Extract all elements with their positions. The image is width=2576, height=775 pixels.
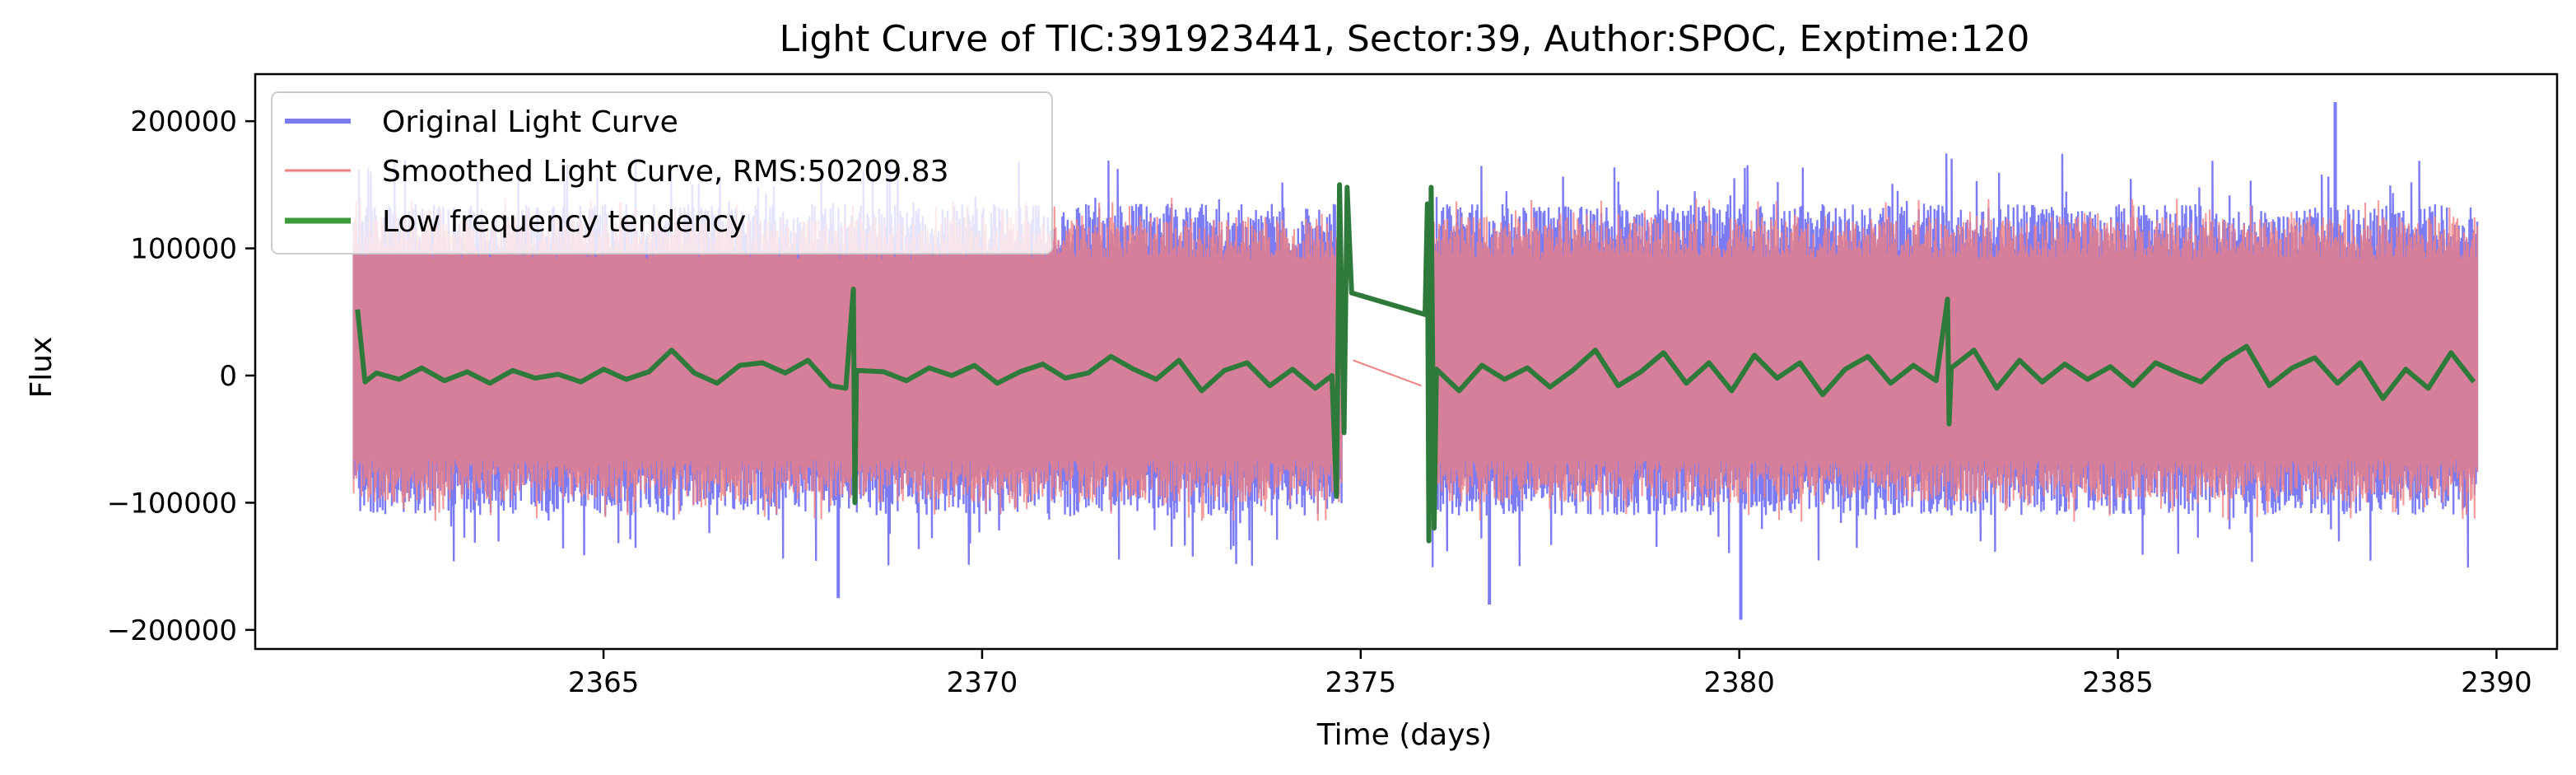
legend-box xyxy=(271,91,1053,254)
lowfreq-series-layer xyxy=(355,182,2476,544)
y-tick-label: −100000 xyxy=(107,487,237,520)
lowfreq-line xyxy=(355,182,2476,544)
y-tick-label: 0 xyxy=(219,360,237,393)
x-tick-label: 2370 xyxy=(947,666,1018,699)
y-tick-label: −200000 xyxy=(107,614,237,647)
x-tick-label: 2365 xyxy=(568,666,640,699)
plot-frame xyxy=(254,72,2559,651)
x-axis: 2365 2370 2375 2380 2385 2390 xyxy=(568,649,2532,699)
x-tick-label: 2385 xyxy=(2082,666,2154,699)
smoothed-gap-connector xyxy=(1353,359,1422,387)
y-axis-label: Flux xyxy=(25,337,58,399)
chart-title: Light Curve of TIC:391923441, Sector:39,… xyxy=(780,18,2030,60)
plot-area xyxy=(352,101,2479,620)
y-axis: −200000 −100000 0 100000 200000 xyxy=(107,105,255,647)
legend-label-smoothed: Smoothed Light Curve, RMS:50209.83 xyxy=(382,155,949,189)
x-tick-label: 2390 xyxy=(2461,666,2532,699)
x-axis-label: Time (days) xyxy=(1316,718,1493,752)
y-tick-label: 200000 xyxy=(130,105,237,138)
x-tick-label: 2375 xyxy=(1325,666,1397,699)
y-tick-label: 100000 xyxy=(130,233,237,266)
x-tick-label: 2380 xyxy=(1703,666,1775,699)
legend-label-original: Original Light Curve xyxy=(382,105,678,139)
legend-label-lowfreq: Low frequency tendency xyxy=(382,205,746,239)
legend: Original Light Curve Smoothed Light Curv… xyxy=(271,91,1053,254)
